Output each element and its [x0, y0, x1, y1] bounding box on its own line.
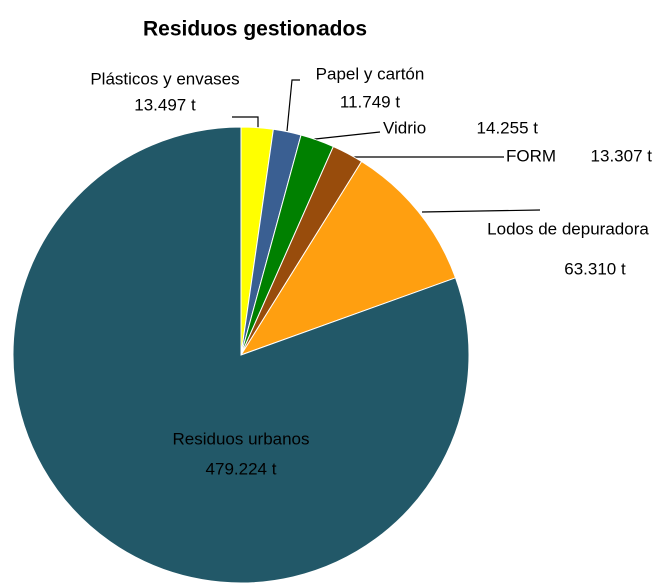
pie-slice [239, 160, 457, 356]
slice-label: Lodos de depuradora [487, 219, 649, 238]
slice-label: Residuos urbanos [172, 429, 309, 448]
value-label: 13.497 t [134, 95, 196, 114]
value-label: 11.749 t [340, 92, 400, 111]
chart-title: Residuos gestionados [143, 18, 367, 41]
leader-line [232, 116, 259, 128]
value-label: 13.307 t [591, 146, 653, 165]
value-label: 479.224 t [206, 459, 277, 478]
value-label: 63.310 t [564, 259, 626, 278]
pie-slice [12, 126, 470, 584]
slice-label: Vidrio [383, 118, 426, 137]
slice-label: FORM [506, 146, 556, 165]
slice-label: Plásticos y envases [90, 69, 239, 88]
leader-line [305, 131, 381, 141]
leader-line [421, 209, 541, 213]
slice-label: Papel y cartón [316, 64, 425, 83]
value-label: 14.255 t [477, 118, 539, 137]
leader-line [286, 79, 300, 132]
